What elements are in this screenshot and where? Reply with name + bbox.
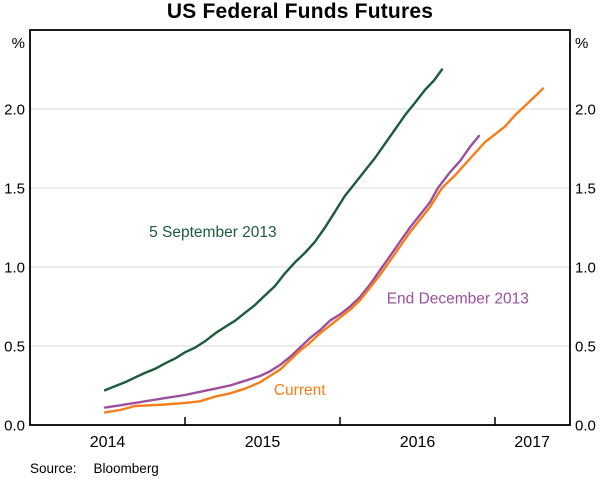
plot-border bbox=[29, 29, 571, 426]
y-axis-label-right: 1.0 bbox=[575, 260, 596, 277]
y-axis-label-right: 0.0 bbox=[575, 418, 596, 435]
y-axis-label-left: 1.5 bbox=[4, 181, 25, 198]
y-axis-label-left: 2.0 bbox=[4, 102, 25, 119]
y-axis-label-right: 0.5 bbox=[575, 339, 596, 356]
series-line-1 bbox=[103, 134, 481, 409]
y-axis-label-left: 0.5 bbox=[4, 339, 25, 356]
chart-title: US Federal Funds Futures bbox=[166, 0, 434, 23]
y-axis-label-left: 0.0 bbox=[4, 418, 25, 435]
source-label: Source: bbox=[30, 461, 77, 476]
x-axis-label: 2015 bbox=[245, 434, 281, 451]
series-annotation: End December 2013 bbox=[387, 291, 529, 308]
source-value: Bloomberg bbox=[93, 461, 159, 476]
y-axis-unit-left: % bbox=[12, 35, 25, 52]
x-axis-label: 2017 bbox=[514, 434, 550, 451]
y-axis-label-left: 1.0 bbox=[4, 260, 25, 277]
series-annotation: 5 September 2013 bbox=[149, 224, 277, 241]
series-annotation: Current bbox=[274, 382, 326, 399]
x-axis-label: 2014 bbox=[90, 434, 126, 451]
y-axis-label-right: 1.5 bbox=[575, 181, 596, 198]
series-line-2 bbox=[103, 87, 545, 414]
series-line-0 bbox=[103, 68, 444, 392]
x-axis-label: 2016 bbox=[400, 434, 436, 451]
y-axis-label-right: 2.0 bbox=[575, 102, 596, 119]
source-line: Source: Bloomberg bbox=[30, 461, 159, 476]
y-axis-unit-right: % bbox=[575, 35, 588, 52]
